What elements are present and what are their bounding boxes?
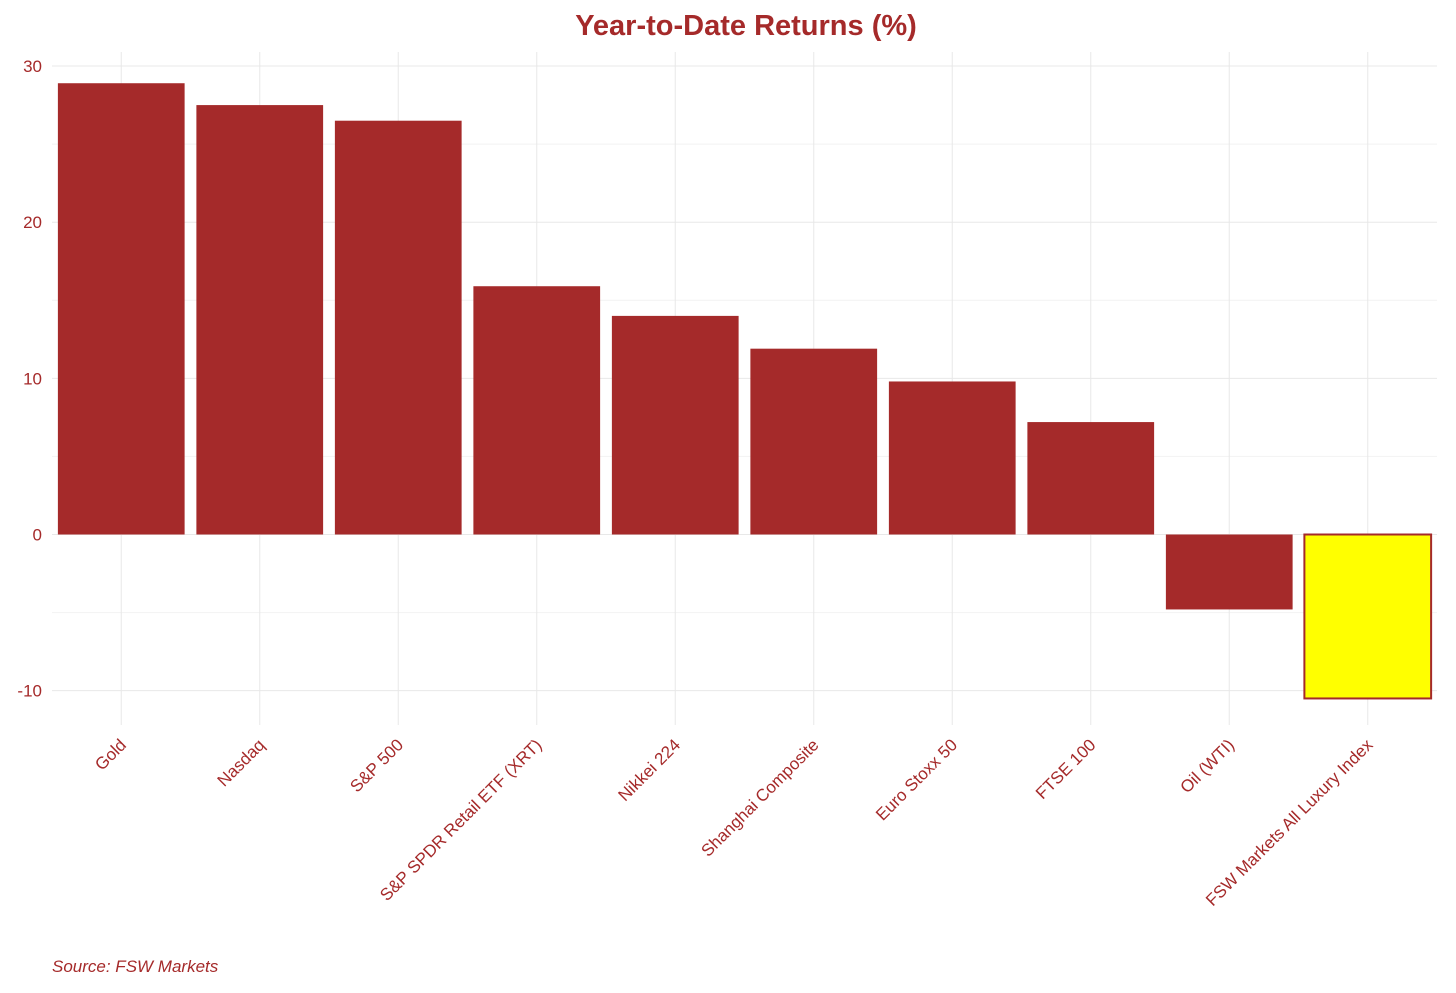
x-tick-label: Gold — [91, 735, 130, 774]
bar — [1027, 422, 1155, 535]
y-axis-ticks: -10 0 10 20 30 — [17, 57, 42, 701]
y-tick-label: 30 — [23, 57, 42, 76]
source-caption: Source: FSW Markets — [52, 957, 219, 976]
x-tick-label: Nasdaq — [214, 735, 269, 790]
bar — [750, 348, 878, 535]
bar — [888, 381, 1016, 535]
bar — [334, 120, 462, 535]
bars — [57, 83, 1433, 700]
bar — [473, 286, 601, 535]
x-tick-label: FTSE 100 — [1032, 735, 1100, 803]
chart-title: Year-to-Date Returns (%) — [575, 10, 917, 42]
x-tick-label: S&P SPDR Retail ETF (XRT) — [376, 735, 545, 904]
y-tick-label: 10 — [23, 369, 42, 388]
x-tick-label: Oil (WTI) — [1177, 735, 1239, 797]
y-tick-label: 0 — [33, 525, 42, 544]
x-tick-label: FSW Markets All Luxury Index — [1202, 735, 1377, 910]
bar — [1165, 534, 1293, 610]
bar — [57, 83, 185, 535]
bar — [196, 105, 324, 535]
x-tick-label: Shanghai Composite — [698, 735, 823, 860]
bar-highlighted — [1303, 533, 1433, 700]
bar — [611, 315, 739, 535]
x-tick-label: S&P 500 — [346, 735, 407, 796]
x-tick-label: Nikkei 224 — [615, 735, 685, 805]
y-tick-label: -10 — [17, 682, 42, 701]
y-tick-label: 20 — [23, 213, 42, 232]
x-tick-label: Euro Stoxx 50 — [872, 735, 961, 824]
